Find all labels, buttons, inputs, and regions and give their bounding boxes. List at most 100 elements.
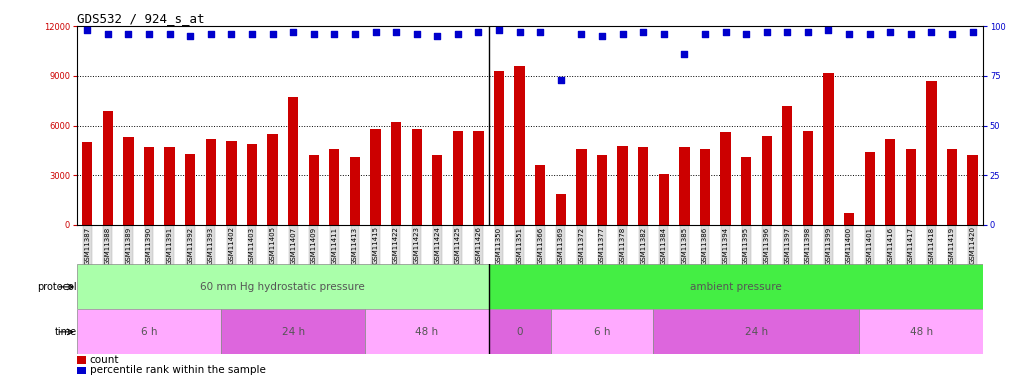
Point: [882, 29, 899, 35]
Point: [594, 33, 610, 39]
Point: [182, 33, 198, 39]
Point: [676, 51, 693, 57]
Text: protocol: protocol: [37, 282, 77, 292]
Bar: [370, 129, 381, 225]
Bar: [720, 132, 731, 225]
Text: 24 h: 24 h: [745, 327, 768, 337]
Bar: [432, 155, 442, 225]
Bar: [514, 66, 524, 225]
Point: [408, 31, 425, 37]
Bar: [700, 149, 710, 225]
Point: [470, 29, 486, 35]
Point: [635, 29, 652, 35]
Point: [224, 31, 240, 37]
Point: [532, 29, 549, 35]
Point: [779, 29, 795, 35]
Bar: [761, 136, 772, 225]
Point: [265, 31, 281, 37]
Point: [697, 31, 713, 37]
Point: [903, 31, 919, 37]
Point: [79, 27, 95, 33]
Text: GDS532 / 924_s_at: GDS532 / 924_s_at: [77, 12, 204, 25]
Point: [717, 29, 734, 35]
Point: [347, 31, 363, 37]
Point: [202, 31, 219, 37]
Bar: [618, 146, 628, 225]
Bar: [823, 73, 834, 225]
Point: [574, 31, 590, 37]
Point: [738, 31, 754, 37]
Bar: [679, 147, 689, 225]
Text: 24 h: 24 h: [281, 327, 305, 337]
Bar: [860, 309, 983, 354]
Point: [367, 29, 384, 35]
Point: [656, 31, 672, 37]
Bar: [103, 111, 113, 225]
Bar: [452, 130, 463, 225]
Point: [758, 29, 775, 35]
Point: [511, 29, 527, 35]
Text: 48 h: 48 h: [416, 327, 438, 337]
Text: 60 mm Hg hydrostatic pressure: 60 mm Hg hydrostatic pressure: [200, 282, 365, 292]
Point: [388, 29, 404, 35]
Point: [615, 31, 631, 37]
Text: count: count: [89, 355, 119, 365]
Bar: [77, 264, 488, 309]
Bar: [488, 264, 983, 309]
Bar: [288, 98, 299, 225]
Point: [862, 31, 878, 37]
Bar: [947, 149, 957, 225]
Bar: [782, 106, 792, 225]
Bar: [164, 147, 174, 225]
Bar: [494, 71, 504, 225]
Text: 6 h: 6 h: [141, 327, 157, 337]
Bar: [350, 157, 360, 225]
Point: [449, 31, 466, 37]
Text: 6 h: 6 h: [594, 327, 610, 337]
Point: [161, 31, 177, 37]
Bar: [329, 149, 340, 225]
Text: percentile rank within the sample: percentile rank within the sample: [89, 366, 266, 375]
Bar: [221, 309, 365, 354]
Bar: [551, 309, 654, 354]
Bar: [226, 141, 237, 225]
Bar: [144, 147, 154, 225]
Point: [100, 31, 116, 37]
Bar: [638, 147, 648, 225]
Text: 48 h: 48 h: [910, 327, 933, 337]
Point: [923, 29, 940, 35]
Bar: [597, 155, 607, 225]
Point: [244, 31, 261, 37]
Point: [326, 31, 343, 37]
Bar: [536, 165, 546, 225]
Point: [820, 27, 836, 33]
Bar: [968, 155, 978, 225]
Bar: [205, 139, 215, 225]
Point: [799, 29, 816, 35]
Bar: [844, 213, 855, 225]
Bar: [309, 155, 319, 225]
Bar: [473, 130, 483, 225]
Bar: [556, 194, 566, 225]
Bar: [488, 309, 551, 354]
Bar: [77, 356, 86, 364]
Point: [285, 29, 302, 35]
Bar: [802, 130, 813, 225]
Bar: [77, 309, 221, 354]
Point: [429, 33, 445, 39]
Point: [490, 27, 507, 33]
Text: ambient pressure: ambient pressure: [689, 282, 782, 292]
Bar: [77, 367, 86, 374]
Point: [141, 31, 157, 37]
Bar: [926, 81, 937, 225]
Point: [553, 77, 569, 83]
Bar: [885, 139, 896, 225]
Point: [944, 31, 960, 37]
Text: 0: 0: [516, 327, 523, 337]
Bar: [123, 137, 133, 225]
Bar: [82, 142, 92, 225]
Bar: [906, 149, 916, 225]
Point: [306, 31, 322, 37]
Bar: [247, 144, 258, 225]
Bar: [654, 309, 860, 354]
